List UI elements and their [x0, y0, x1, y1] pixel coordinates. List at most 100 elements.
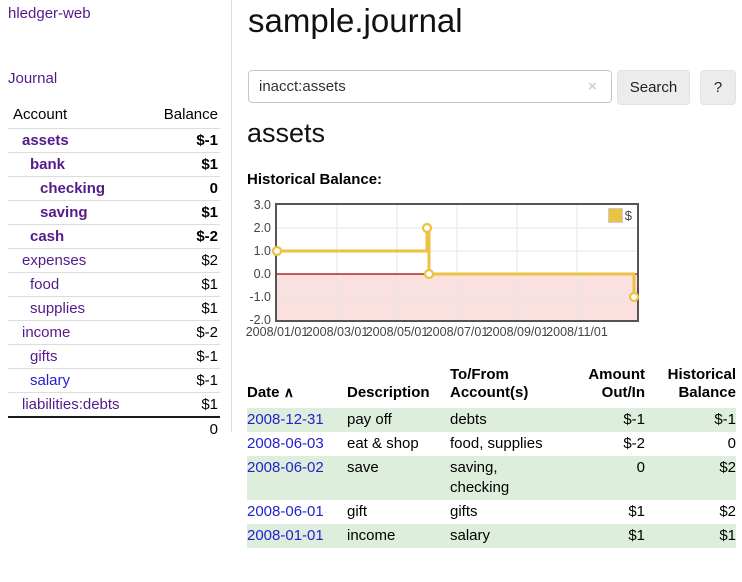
transaction-description: eat & shop	[347, 435, 419, 452]
transaction-date-link[interactable]: 2008-12-31	[247, 411, 324, 428]
account-link-expenses[interactable]: expenses	[22, 252, 87, 269]
accounts-total-row: 0	[8, 417, 220, 442]
account-balance: $1	[201, 204, 218, 221]
transaction-balance: $2	[719, 503, 736, 520]
register-row: 2008-06-01 gift gifts $1 $2	[247, 500, 736, 524]
description-header: Description	[347, 384, 430, 401]
transaction-amount: $-1	[555, 408, 645, 432]
account-row: liabilities:debts $1	[8, 392, 220, 418]
account-link-bank[interactable]: bank	[30, 156, 66, 173]
transaction-description: save	[347, 456, 450, 500]
y-tick-label: -2.0	[249, 313, 271, 327]
account-row: supplies $1	[8, 296, 220, 321]
chart-plot-area[interactable]: $	[271, 203, 640, 322]
account-link-supplies[interactable]: supplies	[30, 300, 86, 317]
register-row: 2008-12-31 pay off debts $-1 $-1	[247, 408, 736, 432]
register-table: Date ∧ Description To/From Account(s) Am…	[247, 366, 736, 548]
amount-header: Amount Out/In	[588, 366, 645, 401]
account-balance: $1	[201, 276, 218, 293]
sort-ascending-icon: ∧	[283, 384, 294, 400]
account-balance: $-1	[196, 132, 218, 149]
account-row: assets $-1	[8, 128, 220, 153]
search-bar: × Search ?	[248, 70, 738, 105]
account-row: saving $1	[8, 200, 220, 225]
chart-gridlines	[277, 205, 637, 320]
transaction-amount: $1	[555, 524, 645, 548]
chart-legend: $	[607, 208, 632, 223]
account-row: salary $-1	[8, 368, 220, 393]
account-link-food[interactable]: food	[30, 276, 60, 293]
accounts-header-row: Account Balance	[8, 104, 220, 129]
transaction-accounts: salary	[450, 524, 555, 548]
transaction-amount: 0	[555, 456, 645, 500]
transaction-description: gift	[347, 503, 368, 520]
account-row: expenses $2	[8, 248, 220, 273]
help-button[interactable]: ?	[700, 70, 736, 105]
transaction-balance: 0	[727, 435, 736, 452]
account-row: food $1	[8, 272, 220, 297]
x-tick-label: 2008/07/01	[425, 325, 489, 339]
transaction-balance: $-1	[645, 408, 736, 432]
accounts-header-balance: Balance	[163, 106, 218, 123]
transaction-accounts: debts	[450, 408, 555, 432]
transaction-date-link[interactable]: 2008-06-03	[247, 435, 324, 452]
transaction-accounts: gifts	[450, 503, 478, 520]
transaction-accounts: food, supplies	[450, 435, 543, 452]
clear-search-icon[interactable]: ×	[588, 78, 597, 95]
transaction-amount: $-2	[623, 435, 645, 452]
accounts-header: To/From Account(s)	[450, 366, 529, 401]
search-button[interactable]: Search	[617, 70, 690, 105]
account-balance: $-2	[196, 324, 218, 341]
y-tick-label: 3.0	[253, 198, 271, 212]
legend-swatch-icon	[607, 208, 623, 223]
y-tick-label: 1.0	[253, 244, 271, 258]
account-balance: $-2	[196, 228, 218, 245]
account-balance: $-1	[196, 372, 218, 389]
app-brand-link[interactable]: hledger-web	[8, 5, 91, 22]
accounts-header-account: Account	[13, 106, 68, 123]
x-tick-label: 2008/05/01	[365, 325, 429, 339]
account-link-salary[interactable]: salary	[30, 372, 71, 389]
account-balance: $1	[201, 396, 218, 413]
sort-by-date-header[interactable]: Date ∧	[247, 366, 347, 408]
register-row: 2008-01-01 income salary $1 $1	[247, 524, 736, 548]
search-input[interactable]	[248, 70, 612, 103]
account-link-income[interactable]: income	[22, 324, 71, 341]
x-tick-label: 2008/09/01	[485, 325, 549, 339]
date-header-label: Date	[247, 384, 280, 401]
account-balance: $2	[201, 252, 218, 269]
account-balance: $-1	[196, 348, 218, 365]
y-tick-label: 0.0	[253, 267, 271, 281]
account-row: cash $-2	[8, 224, 220, 249]
y-tick-label: -1.0	[249, 290, 271, 304]
transaction-date-link[interactable]: 2008-06-01	[247, 503, 324, 520]
account-link-cash[interactable]: cash	[30, 228, 65, 245]
x-tick-label: 2008/11/01	[546, 325, 608, 339]
x-tick-label: 2008/03/01	[305, 325, 369, 339]
x-tick-label: 2008/01/01	[245, 325, 309, 339]
transaction-date-link[interactable]: 2008-01-01	[247, 527, 324, 544]
account-link-saving[interactable]: saving	[40, 204, 88, 221]
y-tick-label: 2.0	[253, 221, 271, 235]
sidebar-item-journal[interactable]: Journal	[8, 70, 58, 87]
account-row: gifts $-1	[8, 344, 220, 369]
sidebar: hledger-web Journal Account Balance asse…	[0, 0, 232, 438]
account-link-checking[interactable]: checking	[40, 180, 106, 197]
transaction-balance: $2	[645, 456, 736, 500]
accounts-tree-table: Account Balance assets $-1 bank $1 check…	[8, 104, 220, 442]
register-row: 2008-06-02 save saving, checking 0 $2	[247, 456, 736, 500]
balance-header: Historical Balance	[667, 366, 736, 401]
data-point-markers	[271, 222, 640, 303]
account-link-liabilities-debts[interactable]: liabilities:debts	[22, 396, 120, 413]
transaction-date-link[interactable]: 2008-06-02	[247, 459, 324, 476]
account-link-assets[interactable]: assets	[22, 132, 69, 149]
register-header-row: Date ∧ Description To/From Account(s) Am…	[247, 366, 736, 408]
account-balance: $1	[201, 300, 218, 317]
transaction-accounts: saving, checking	[450, 456, 555, 500]
main-content: sample.journal × Search ? assets Histori…	[245, 0, 742, 582]
legend-label: $	[624, 208, 632, 223]
account-link-gifts[interactable]: gifts	[30, 348, 58, 365]
transaction-description: pay off	[347, 408, 450, 432]
accounts-total-balance: 0	[209, 421, 218, 438]
